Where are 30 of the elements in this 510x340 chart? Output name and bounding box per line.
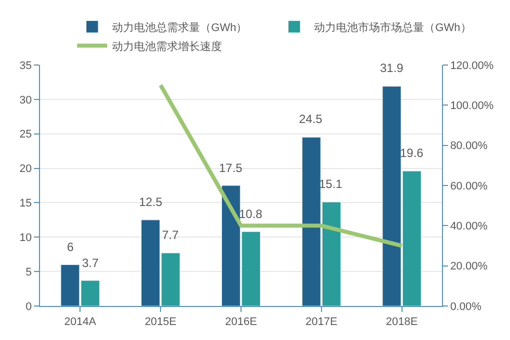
x-tick-label: 2016E [225, 316, 257, 328]
legend-label: 动力电池市场市场总量（GWh） [314, 20, 472, 34]
legend-label: 动力电池需求增长速度 [112, 40, 222, 53]
x-tick-label: 2014A [64, 316, 97, 328]
y-tick-label: 35 [20, 60, 32, 72]
data-label: 17.5 [219, 161, 243, 175]
y2-tick-label: 100.00% [450, 100, 494, 112]
y2-tick-label: 60.00% [450, 180, 488, 192]
data-label: 12.5 [139, 195, 163, 209]
data-label: 3.7 [82, 256, 100, 270]
y-tick-label: 30 [20, 94, 32, 106]
y-tick-label: 10 [20, 232, 32, 244]
y-tick-label: 0 [26, 300, 32, 313]
y-tick-label: 20 [20, 163, 32, 176]
legend-label: 动力电池总需求量（GWh） [112, 20, 248, 34]
y2-tick-label: 40.00% [450, 220, 488, 233]
x-tick-label: 2018E [386, 316, 418, 328]
y2-tick-label: 120.00% [450, 60, 494, 72]
data-label: 7.7 [162, 228, 180, 242]
y2-tick-label: 80.00% [450, 140, 488, 152]
x-tick-label: 2015E [144, 316, 177, 328]
x-tick-label: 2017E [305, 316, 338, 328]
y-tick-label: 25 [20, 128, 32, 141]
data-label: 6 [67, 240, 74, 254]
y-tick-label: 5 [26, 266, 32, 278]
y-tick-label: 15 [20, 198, 32, 210]
y2-tick-label: 0.00% [450, 300, 482, 313]
y2-tick-label: 20.00% [450, 260, 488, 273]
data-label: 31.9 [380, 61, 404, 75]
data-label: 24.5 [299, 112, 323, 126]
